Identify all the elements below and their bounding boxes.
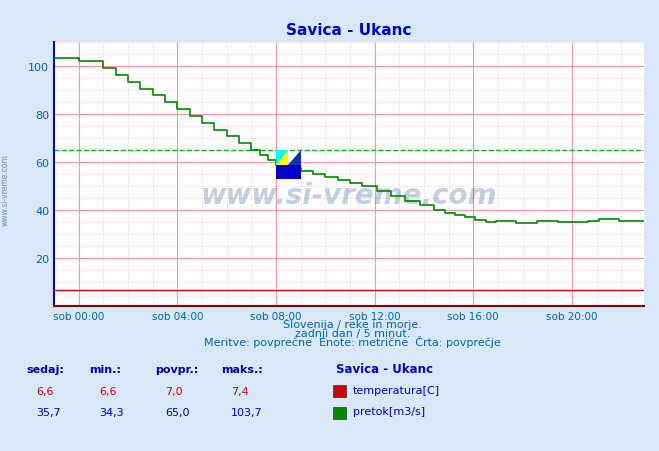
FancyBboxPatch shape xyxy=(276,165,301,179)
Text: Savica - Ukanc: Savica - Ukanc xyxy=(336,362,433,375)
Text: pretok[m3/s]: pretok[m3/s] xyxy=(353,406,424,416)
Text: 103,7: 103,7 xyxy=(231,407,262,417)
Text: Slovenija / reke in morje.: Slovenija / reke in morje. xyxy=(283,319,422,329)
Polygon shape xyxy=(289,151,301,165)
Text: 6,6: 6,6 xyxy=(99,386,117,396)
Text: www.si-vreme.com: www.si-vreme.com xyxy=(1,153,10,226)
Text: 34,3: 34,3 xyxy=(99,407,123,417)
Text: Meritve: povprečne  Enote: metrične  Črta: povprečje: Meritve: povprečne Enote: metrične Črta:… xyxy=(204,336,501,347)
Text: maks.:: maks.: xyxy=(221,364,262,374)
Title: Savica - Ukanc: Savica - Ukanc xyxy=(286,23,412,37)
Text: 6,6: 6,6 xyxy=(36,386,54,396)
FancyBboxPatch shape xyxy=(276,151,289,165)
Text: www.si-vreme.com: www.si-vreme.com xyxy=(201,182,497,210)
Text: povpr.:: povpr.: xyxy=(155,364,198,374)
Text: 7,0: 7,0 xyxy=(165,386,183,396)
Polygon shape xyxy=(276,151,289,165)
Text: sedaj:: sedaj: xyxy=(26,364,64,374)
Text: min.:: min.: xyxy=(89,364,121,374)
Text: zadnji dan / 5 minut.: zadnji dan / 5 minut. xyxy=(295,328,411,338)
Text: temperatura[C]: temperatura[C] xyxy=(353,385,440,395)
Text: 35,7: 35,7 xyxy=(36,407,61,417)
Text: 7,4: 7,4 xyxy=(231,386,248,396)
Text: 65,0: 65,0 xyxy=(165,407,189,417)
